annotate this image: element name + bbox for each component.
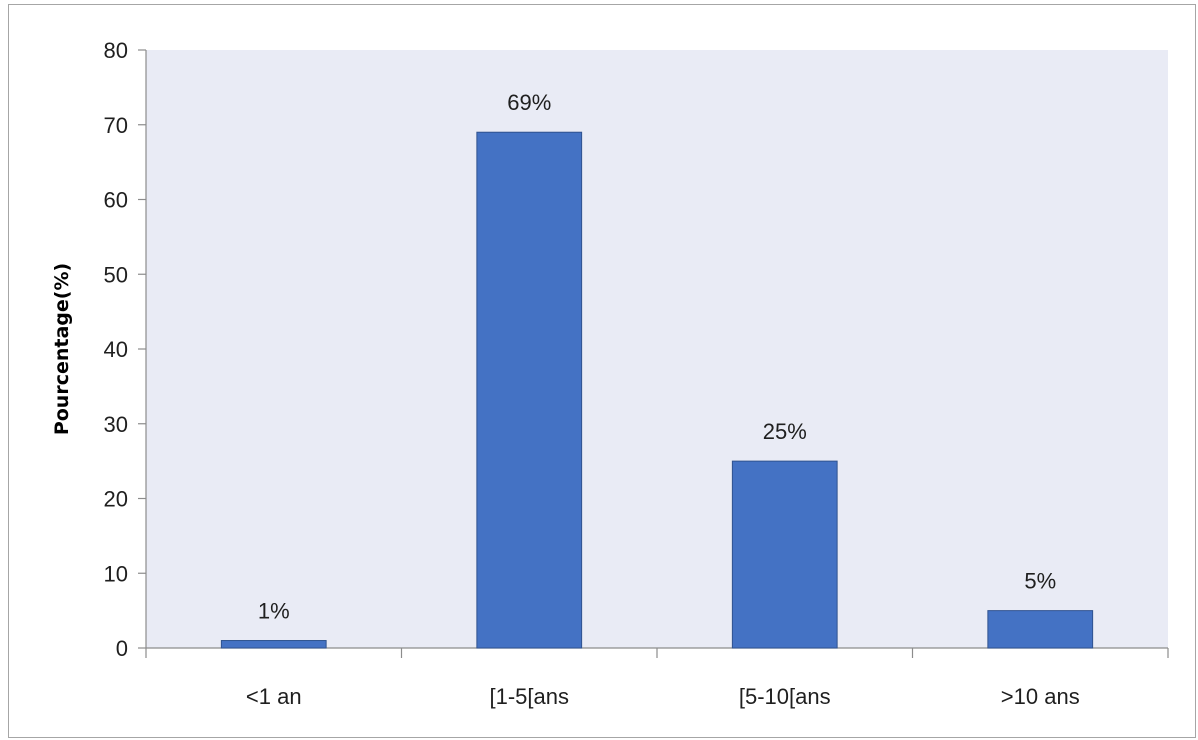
y-tick-label: 10: [104, 561, 128, 586]
y-tick-label: 80: [104, 38, 128, 63]
y-tick-label: 50: [104, 262, 128, 287]
y-tick-label: 30: [104, 412, 128, 437]
data-label: 5%: [1024, 569, 1056, 594]
bar: [476, 131, 583, 649]
bar: [220, 640, 327, 649]
y-axis: 0 10 20 30 40 50 60 70 80: [104, 38, 147, 661]
bar: [731, 460, 838, 649]
x-tick-label: [5-10[ans: [739, 684, 831, 709]
y-axis-title: Pourcentage(%): [51, 263, 73, 435]
x-axis: <1 an [1-5[ans [5-10[ans >10 ans: [145, 647, 1169, 709]
bars: [220, 131, 1094, 649]
y-tick-label: 70: [104, 113, 128, 138]
y-tick-label: 60: [104, 188, 128, 213]
data-labels: 1% 69% 25% 5%: [258, 90, 1056, 623]
data-label: 69%: [507, 90, 551, 115]
y-tick-label: 0: [116, 636, 128, 661]
x-tick-label: [1-5[ans: [490, 684, 570, 709]
y-tick-label: 40: [104, 337, 128, 362]
data-label: 25%: [763, 419, 807, 444]
x-tick-label: >10 ans: [1001, 684, 1080, 709]
x-tick-label: <1 an: [246, 684, 302, 709]
y-tick-label: 20: [104, 487, 128, 512]
data-label: 1%: [258, 599, 290, 624]
bar: [987, 610, 1094, 649]
plot-area: [146, 50, 1168, 648]
